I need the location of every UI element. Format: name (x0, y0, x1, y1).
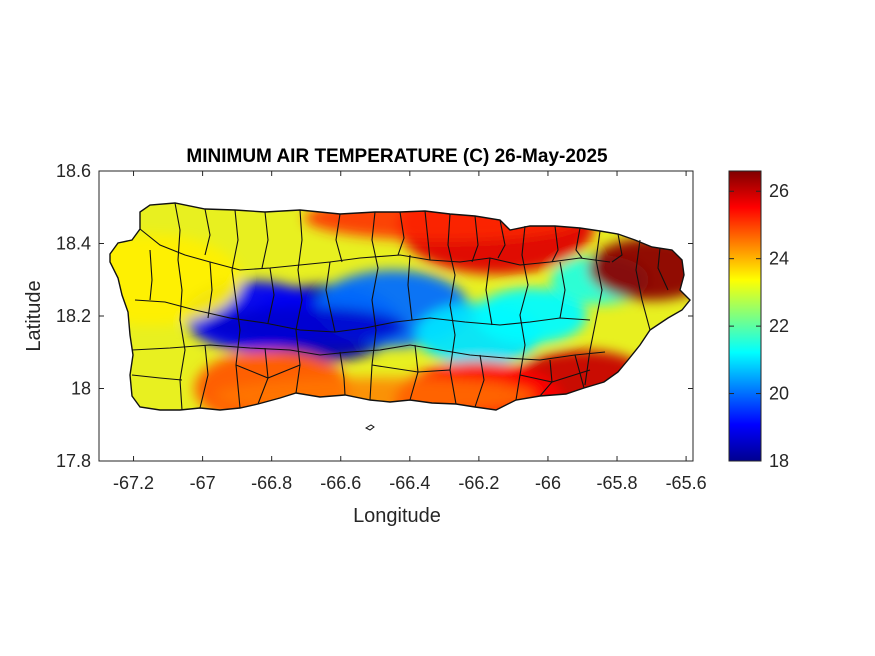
municipality-boundary (635, 239, 651, 331)
municipality-boundary (424, 210, 431, 261)
municipality-boundary (261, 211, 269, 269)
central-cold-core (206, 306, 407, 347)
municipality-boundary (519, 369, 591, 383)
colorbar-ticks: 18 20 22 24 26 (729, 181, 789, 471)
municipality-boundary (134, 299, 591, 333)
colorbar-tick-label: 26 (769, 181, 789, 201)
municipality-boundary (575, 227, 583, 259)
municipality-boundary (199, 344, 209, 409)
municipality-boundary (471, 215, 479, 263)
municipality-boundary (325, 261, 336, 333)
municipality-boundary (204, 208, 211, 256)
municipality-boundary (657, 247, 669, 291)
chart-title: MINIMUM AIR TEMPERATURE (C) 26-May-2025 (186, 146, 608, 167)
x-axis-label: Longitude (353, 505, 441, 527)
municipality-boundary (339, 351, 346, 396)
x-tick-label: -65.8 (597, 473, 638, 493)
municipality-boundary (407, 254, 413, 321)
caja-de-muertos-island (364, 424, 375, 431)
municipality-boundary (174, 202, 186, 411)
y-axis-label: Latitude (23, 280, 45, 351)
y-axis-ticks: 17.8 18 18.2 18.4 18.6 (56, 161, 693, 471)
x-tick-label: -67.2 (113, 473, 154, 493)
colorbar-tick-label: 22 (769, 316, 789, 336)
island-outline (109, 202, 691, 411)
y-tick-label: 18.2 (56, 306, 91, 326)
temperature-field (110, 203, 690, 410)
y-tick-label: 18.6 (56, 161, 91, 181)
temperature-hotspot (110, 234, 242, 326)
y-tick-label: 17.8 (56, 451, 91, 471)
municipality-boundary (371, 364, 451, 373)
municipality-boundary (584, 230, 603, 386)
municipality-boundary (149, 249, 153, 301)
municipality-boundary (474, 354, 485, 408)
x-tick-label: -66.4 (389, 473, 430, 493)
municipality-boundary (559, 261, 566, 319)
x-tick-label: -66.6 (320, 473, 361, 493)
municipality-boundary (574, 354, 585, 389)
x-tick-label: -66 (535, 473, 561, 493)
municipality-boundary (207, 261, 213, 319)
x-tick-label: -66.2 (458, 473, 499, 493)
temperature-hotspot (474, 288, 587, 344)
municipality-boundary (551, 225, 559, 263)
municipality-boundary (485, 257, 493, 326)
municipality-boundary (139, 228, 611, 271)
municipality-boundary (335, 213, 343, 263)
colorbar (728, 170, 762, 462)
municipality-boundary (611, 233, 623, 263)
colorbar-tick-label: 24 (769, 249, 789, 269)
municipality-boundary (131, 344, 606, 361)
municipality-boundary (267, 267, 275, 324)
y-tick-label: 18 (71, 379, 91, 399)
municipality-boundary (497, 219, 506, 259)
colorbar-tick-label: 18 (769, 451, 789, 471)
x-tick-label: -67 (190, 473, 216, 493)
colorbar-tick-label: 20 (769, 384, 789, 404)
y-tick-label: 18.4 (56, 234, 91, 254)
municipality-boundaries (131, 202, 669, 411)
x-tick-label: -66.8 (251, 473, 292, 493)
municipality-boundary (397, 211, 405, 256)
x-tick-label: -65.6 (666, 473, 707, 493)
municipality-boundary (131, 374, 183, 381)
municipality-boundary (235, 364, 301, 379)
x-axis-ticks: -67.2 -67 -66.8 -66.6 -66.4 -66.2 -66 -65.8 -65.… (113, 171, 707, 493)
